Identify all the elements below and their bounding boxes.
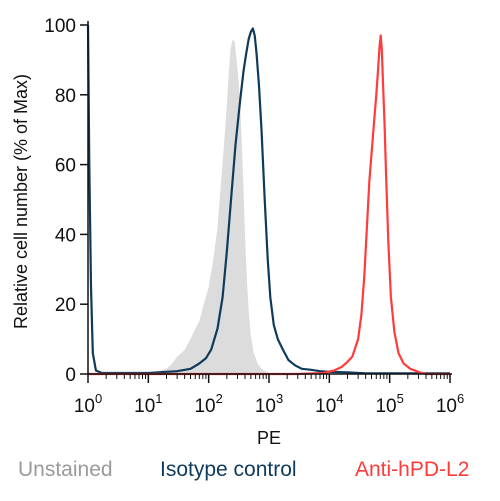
series-isotype-control bbox=[86, 24, 450, 375]
x-tick-label: 102 bbox=[194, 391, 222, 417]
series-anti-hpd-l2 bbox=[88, 34, 450, 376]
y-tick-label: 0 bbox=[65, 365, 76, 386]
x-tick-label: 103 bbox=[255, 391, 283, 417]
y-tick-label: 100 bbox=[44, 16, 76, 37]
x-axis-title: PE bbox=[257, 428, 281, 448]
y-tick-label: 40 bbox=[55, 225, 76, 246]
y-tick-label: 60 bbox=[55, 156, 76, 177]
legend: Unstained Isotype control Anti-hPD-L2 bbox=[0, 458, 500, 492]
x-tick-label: 101 bbox=[134, 391, 162, 417]
series-unstained bbox=[88, 39, 450, 374]
legend-item-isotype-control: Isotype control bbox=[160, 458, 297, 481]
y-tick-label: 20 bbox=[55, 295, 76, 316]
x-tick-label: 106 bbox=[436, 391, 464, 417]
series-layer bbox=[86, 24, 450, 376]
x-tick-label: 104 bbox=[315, 391, 343, 417]
legend-item-unstained: Unstained bbox=[18, 458, 113, 481]
legend-item-anti-hpd-l2: Anti-hPD-L2 bbox=[355, 458, 470, 481]
y-tick-label: 80 bbox=[55, 86, 76, 107]
y-axis-title: Relative cell number (% of Max) bbox=[11, 74, 31, 329]
axes-layer: 0 20 40 60 80 100 100 101 102 103 104 105 106 PE Relat… bbox=[11, 16, 464, 448]
x-tick-label: 100 bbox=[74, 391, 102, 417]
x-tick-label: 105 bbox=[375, 391, 403, 417]
